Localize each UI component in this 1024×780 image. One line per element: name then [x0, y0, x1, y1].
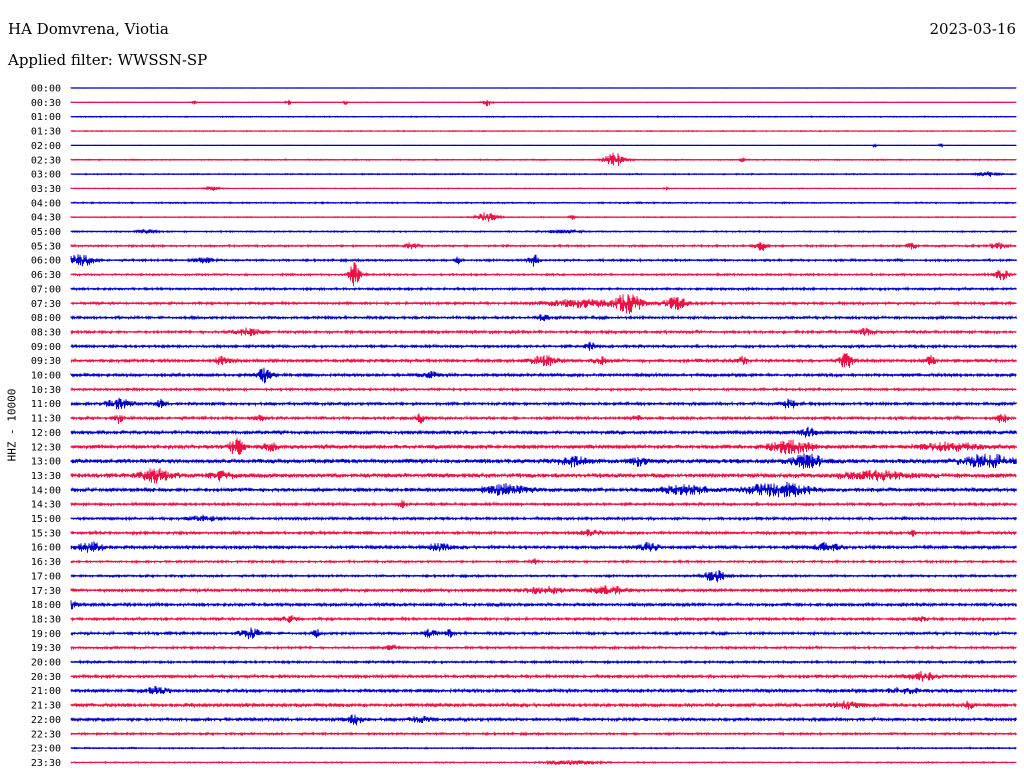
- filter-label: Applied filter: WWSSN-SP: [8, 51, 208, 69]
- time-tick-label: 09:00: [31, 342, 61, 353]
- time-tick-label: 19:00: [31, 629, 61, 640]
- time-tick-label: 23:00: [31, 744, 61, 755]
- time-tick-label: 17:00: [31, 571, 61, 582]
- time-tick-label: 16:30: [31, 557, 61, 568]
- time-tick-label: 04:30: [31, 213, 61, 224]
- time-tick-label: 08:30: [31, 327, 61, 338]
- time-tick-label: 22:00: [31, 715, 61, 726]
- time-tick-label: 15:30: [31, 528, 61, 539]
- time-tick-label: 15:00: [31, 514, 61, 525]
- time-tick-label: 01:30: [31, 127, 61, 138]
- time-tick-label: 06:00: [31, 256, 61, 267]
- time-tick-label: 01:00: [31, 112, 61, 123]
- time-tick-label: 06:30: [31, 270, 61, 281]
- time-tick-label: 20:00: [31, 658, 61, 669]
- time-tick-label: 05:30: [31, 241, 61, 252]
- time-tick-label: 09:30: [31, 356, 61, 367]
- time-tick-label: 18:30: [31, 614, 61, 625]
- time-tick-label: 19:30: [31, 643, 61, 654]
- time-tick-label: 07:00: [31, 284, 61, 295]
- time-tick-label: 03:00: [31, 170, 61, 181]
- time-tick-label: 00:30: [31, 98, 61, 109]
- time-tick-label: 12:30: [31, 442, 61, 453]
- time-tick-label: 20:30: [31, 672, 61, 683]
- time-tick-label: 00:00: [31, 84, 61, 95]
- time-tick-label: 18:00: [31, 600, 61, 611]
- time-tick-label: 22:30: [31, 729, 61, 740]
- time-tick-label: 02:30: [31, 155, 61, 166]
- time-tick-label: 10:30: [31, 385, 61, 396]
- seismic-trace: [70, 99, 1017, 107]
- station-title: HA Domvrena, Viotia: [8, 20, 169, 38]
- time-tick-label: 21:30: [31, 701, 61, 712]
- time-tick-label: 13:00: [31, 457, 61, 468]
- time-tick-label: 23:30: [31, 758, 61, 769]
- time-tick-label: 13:30: [31, 471, 61, 482]
- time-tick-label: 10:00: [31, 371, 61, 382]
- time-tick-label: 05:00: [31, 227, 61, 238]
- time-tick-label: 04:00: [31, 198, 61, 209]
- time-tick-label: 02:00: [31, 141, 61, 152]
- time-tick-label: 03:30: [31, 184, 61, 195]
- seismic-trace: [70, 294, 1017, 315]
- time-tick-label: 07:30: [31, 299, 61, 310]
- time-tick-label: 14:30: [31, 500, 61, 511]
- time-tick-label: 11:30: [31, 414, 61, 425]
- time-tick-label: 14:00: [31, 485, 61, 496]
- time-tick-label: 08:00: [31, 313, 61, 324]
- time-tick-label: 21:00: [31, 686, 61, 697]
- date-label: 2023-03-16: [929, 20, 1016, 38]
- time-tick-label: 17:30: [31, 586, 61, 597]
- time-tick-label: 12:00: [31, 428, 61, 439]
- time-tick-label: 16:00: [31, 543, 61, 554]
- time-tick-label: 11:00: [31, 399, 61, 410]
